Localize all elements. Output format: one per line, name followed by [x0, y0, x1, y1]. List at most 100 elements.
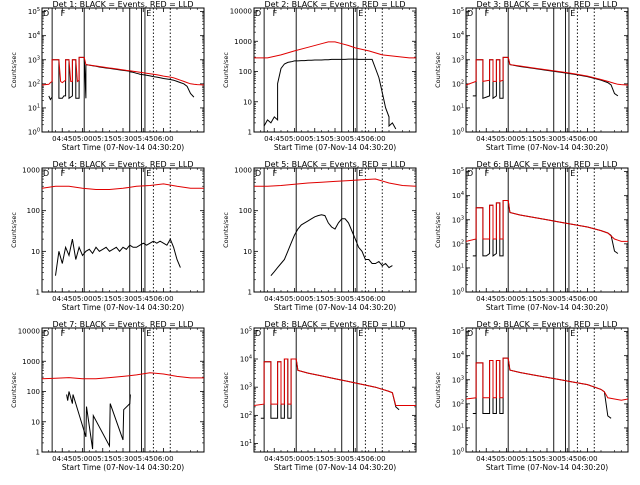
marker-letter-F: F: [273, 169, 278, 178]
panel-det-9: Det 9: BLACK = Events, RED = LLD Counts/s…: [434, 320, 629, 472]
y-tick-label: 105: [452, 7, 464, 16]
x-tick-label: 05:30: [537, 295, 557, 303]
panel-title: Det 2: BLACK = Events, RED = LLD: [265, 0, 406, 9]
panel-det-3: Det 3: BLACK = Events, RED = LLD Counts/s…: [434, 0, 629, 152]
x-axis-label: Start Time (07-Nov-14 04:30:20): [274, 463, 396, 472]
y-tick-label: 105: [452, 167, 464, 176]
panel-det-7: Det 7: BLACK = Events, RED = LLD Counts/s…: [10, 320, 205, 472]
x-tick-label: 06:00: [153, 455, 173, 463]
x-tick-label: 05:45: [133, 455, 153, 463]
y-tick-label: 100: [27, 388, 40, 396]
x-tick-label: 05:45: [345, 455, 365, 463]
y-tick-label: 100: [452, 288, 464, 297]
x-tick-label: 05:45: [557, 135, 577, 143]
y-tick-label: 105: [452, 327, 464, 336]
y-tick-label: 103: [28, 55, 40, 64]
y-axis-label: Counts/sec: [434, 212, 442, 248]
x-tick-label: 05:45: [557, 455, 577, 463]
series-lld-line: [254, 358, 416, 406]
y-tick-label: 100: [239, 207, 252, 215]
plot-frame: [465, 167, 629, 293]
marker-letter-F: F: [485, 169, 490, 178]
marker-letter-D: D: [255, 9, 261, 18]
y-tick-label: 101: [452, 423, 464, 432]
marker-letter-F: F: [61, 9, 66, 18]
x-tick-label: 06:00: [577, 295, 597, 303]
panel-det-8: Det 8: BLACK = Events, RED = LLD Counts/s…: [222, 320, 417, 472]
marker-letter-D: D: [467, 9, 473, 18]
y-tick-label: 100: [28, 128, 40, 137]
y-tick-label: 1: [248, 129, 252, 137]
y-tick-label: 1: [36, 449, 40, 457]
y-tick-label: 102: [452, 239, 464, 248]
panel-title: Det 1: BLACK = Events, RED = LLD: [53, 0, 194, 9]
x-axis-label: Start Time (07-Nov-14 04:30:20): [274, 143, 396, 152]
x-tick-label: 05:15: [305, 135, 325, 143]
marker-letter-F: F: [485, 329, 490, 338]
x-tick-label: 05:00: [72, 295, 92, 303]
panel-det-2: Det 2: BLACK = Events, RED = LLD Counts/s…: [222, 0, 417, 152]
series-events-line: [66, 391, 131, 450]
y-tick-label: 105: [240, 326, 252, 335]
x-tick-label: 05:15: [517, 135, 537, 143]
y-tick-label: 104: [452, 31, 464, 40]
panel-title: Det 5: BLACK = Events, RED = LLD: [265, 160, 406, 169]
x-axis-label: Start Time (07-Nov-14 04:30:20): [486, 143, 608, 152]
marker-letter-E: E: [146, 169, 151, 178]
x-tick-label: 05:00: [284, 455, 304, 463]
y-tick-label: 103: [452, 375, 464, 384]
panel-title: Det 3: BLACK = Events, RED = LLD: [477, 0, 618, 9]
x-tick-label: 04:45: [264, 295, 284, 303]
x-tick-label: 05:30: [113, 295, 133, 303]
series-events-line: [55, 237, 181, 276]
panel-title: Det 9: BLACK = Events, RED = LLD: [477, 320, 618, 329]
marker-letter-E: E: [146, 9, 151, 18]
y-axis-label: Counts/sec: [434, 372, 442, 408]
plot-frame: [253, 7, 417, 133]
y-tick-label: 10: [31, 248, 40, 256]
y-tick-label: 10: [243, 248, 252, 256]
series-events-line: [472, 200, 619, 257]
x-tick-label: 05:30: [113, 455, 133, 463]
marker-letter-F: F: [273, 329, 278, 338]
marker-letter-F: F: [61, 329, 66, 338]
x-tick-label: 05:15: [517, 455, 537, 463]
panel-title: Det 7: BLACK = Events, RED = LLD: [53, 320, 194, 329]
x-tick-label: 05:45: [133, 135, 153, 143]
x-tick-label: 04:45: [476, 295, 496, 303]
panel-det-4: Det 4: BLACK = Events, RED = LLD Counts/s…: [10, 160, 205, 312]
x-axis-label: Start Time (07-Nov-14 04:30:20): [486, 463, 608, 472]
series-lld-line: [42, 372, 204, 380]
x-tick-label: 05:15: [93, 135, 113, 143]
x-tick-label: 05:15: [305, 455, 325, 463]
y-tick-label: 100: [27, 207, 40, 215]
series-events-line: [472, 56, 619, 100]
y-axis-label: Counts/sec: [10, 212, 18, 248]
panel-det-5: Det 5: BLACK = Events, RED = LLD Counts/s…: [222, 160, 417, 312]
x-tick-label: 05:30: [113, 135, 133, 143]
y-tick-label: 1000: [22, 167, 40, 175]
y-tick-label: 1000: [234, 38, 252, 46]
x-tick-label: 06:00: [577, 135, 597, 143]
y-tick-label: 10: [243, 98, 252, 106]
x-tick-label: 05:30: [325, 295, 345, 303]
x-tick-label: 05:45: [557, 295, 577, 303]
y-tick-label: 1000: [22, 358, 40, 366]
series-lld-line: [466, 200, 628, 242]
y-axis-label: Counts/sec: [434, 52, 442, 88]
y-tick-label: 100: [452, 448, 464, 457]
series-lld-line: [254, 178, 416, 187]
series-events-line: [270, 214, 393, 277]
x-tick-label: 05:00: [496, 455, 516, 463]
x-tick-label: 06:00: [577, 455, 597, 463]
series-lld-line: [42, 56, 204, 86]
y-axis-label: Counts/sec: [10, 372, 18, 408]
x-tick-label: 05:00: [72, 455, 92, 463]
x-tick-label: 05:30: [537, 135, 557, 143]
marker-letter-E: E: [146, 329, 151, 338]
x-tick-label: 06:00: [365, 295, 385, 303]
x-axis-label: Start Time (07-Nov-14 04:30:20): [274, 303, 396, 312]
y-tick-label: 104: [28, 31, 40, 40]
y-tick-label: 101: [28, 103, 40, 112]
